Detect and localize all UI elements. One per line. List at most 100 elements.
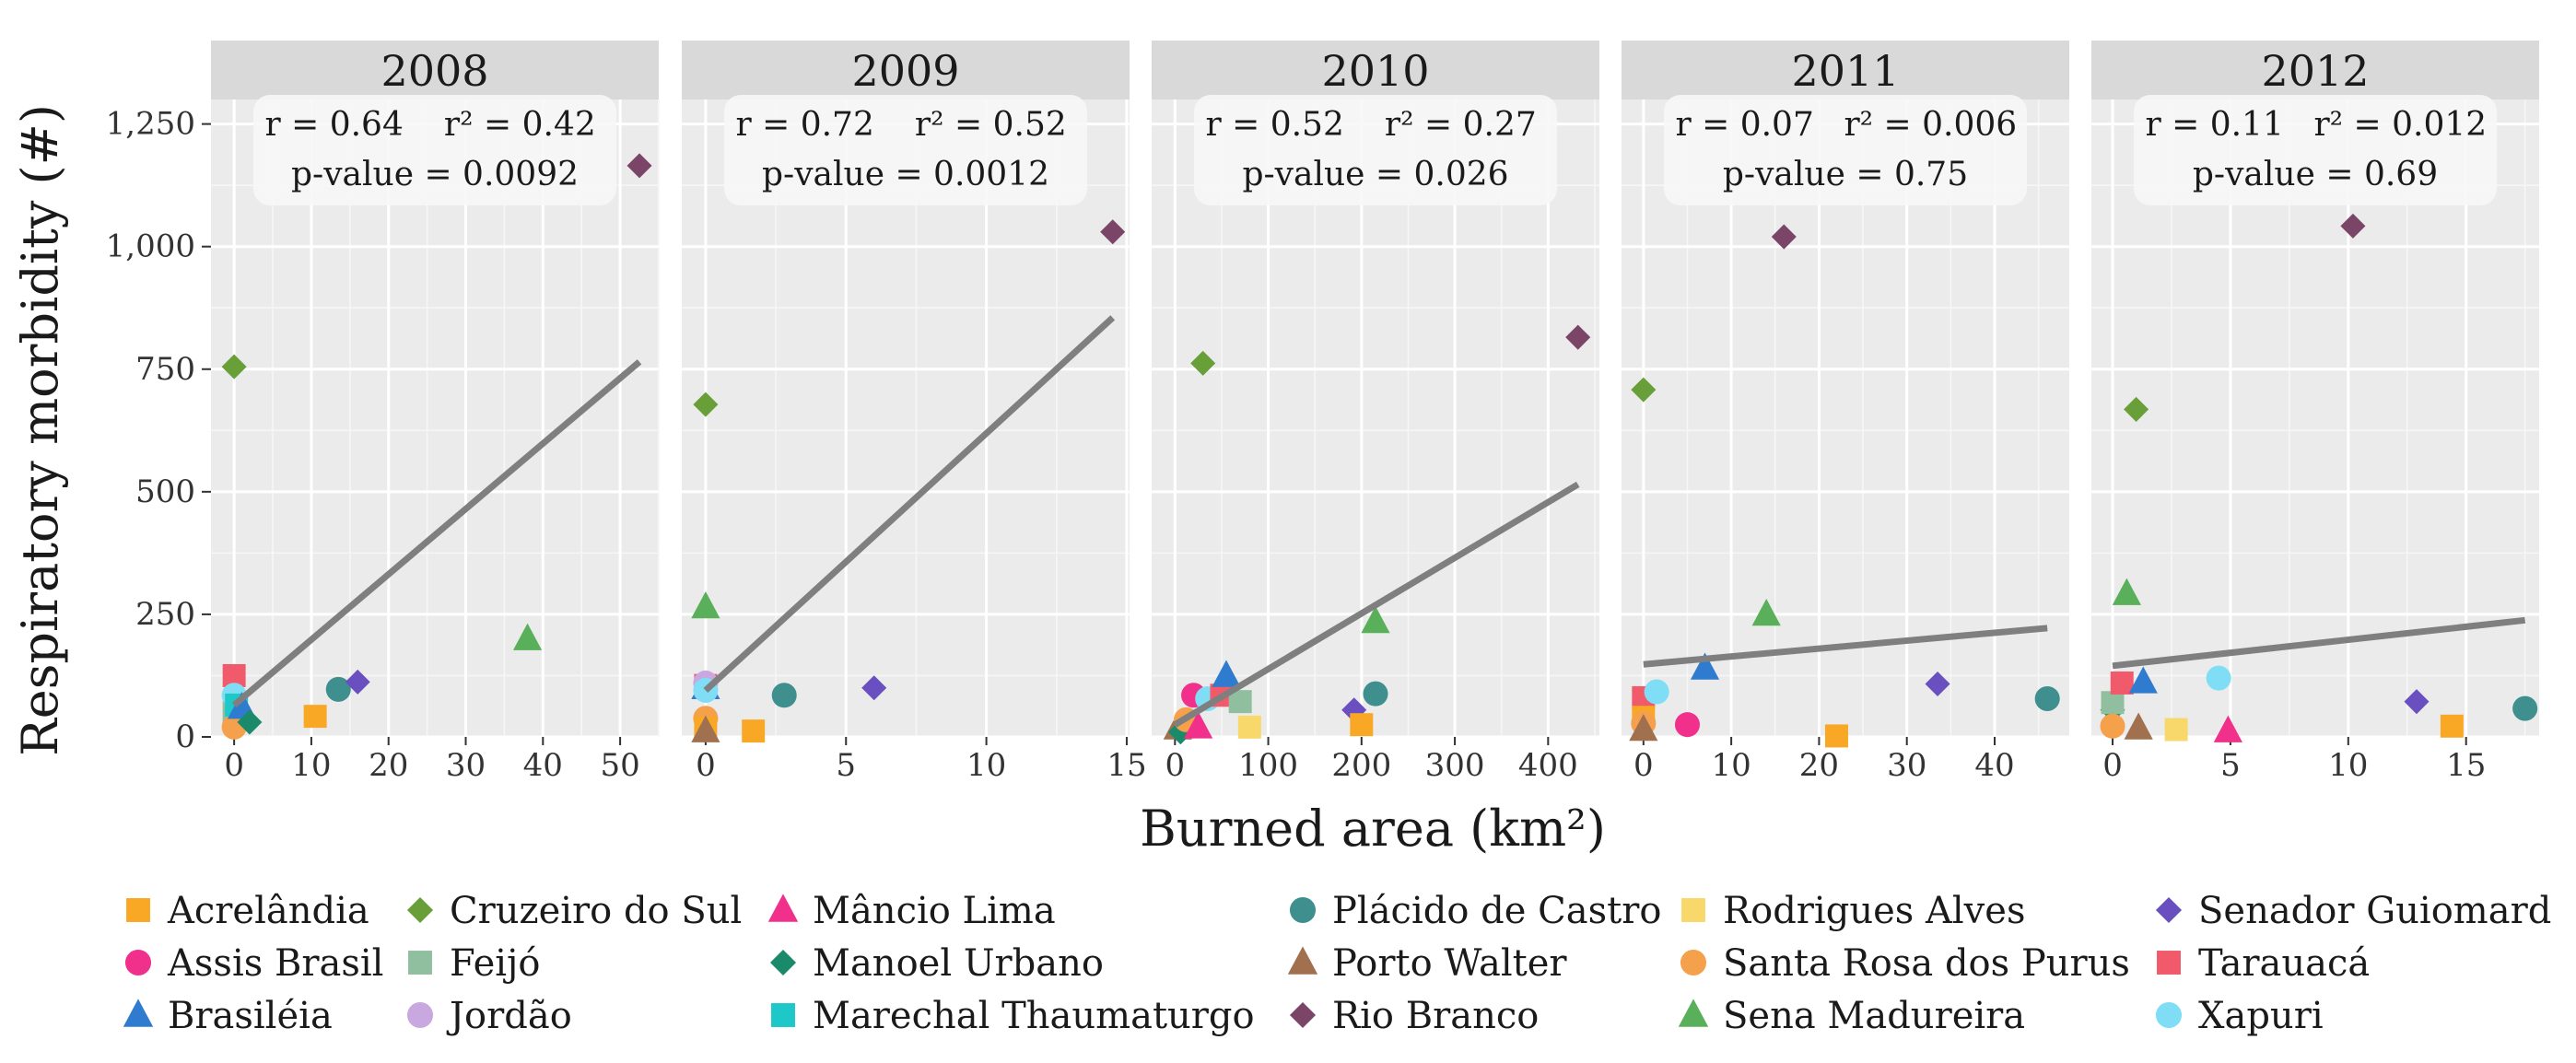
legend-item: Manoel Urbano (769, 942, 1104, 985)
x-tick-label: 300 (1425, 747, 1485, 784)
legend-label: Santa Rosa dos Purus (1723, 942, 2130, 985)
regression-line (2112, 616, 2526, 670)
x-tick-label: 20 (1799, 747, 1839, 784)
legend-key (1678, 999, 1709, 1027)
x-tick-label: 50 (600, 747, 639, 784)
data-point (1771, 224, 1797, 250)
data-point (861, 675, 887, 701)
data-point (691, 591, 720, 619)
data-point (1690, 652, 1720, 680)
r-squared-value: r² = 0.006 (1844, 106, 2017, 144)
x-tick-label: 5 (2220, 747, 2241, 784)
y-axis: 0 250 500 750 1,000 1,250 (106, 106, 211, 755)
legend: Acrelândia Assis Brasil Brasiléia Cruzeiro … (123, 890, 2551, 1037)
x-tick-label: 15 (2446, 747, 2486, 784)
p-value: p-value = 0.026 (1242, 156, 1508, 193)
data-point (1674, 712, 1700, 738)
r-value: r = 0.64 (264, 106, 403, 144)
data-point (771, 683, 797, 708)
data-point (303, 705, 327, 729)
panel-title: 2010 (1321, 46, 1429, 96)
stats-box (724, 95, 1087, 205)
legend-key (767, 894, 799, 922)
r-value: r = 0.52 (1205, 106, 1343, 144)
legend-label: Xapuri (2198, 995, 2324, 1037)
y-tick-label: 1,250 (106, 106, 195, 143)
x-axis-title: Burned area (km²) (1140, 800, 1606, 858)
data-point (512, 623, 543, 650)
regression-line (1173, 481, 1580, 728)
data-point (1631, 377, 1657, 403)
legend-key (769, 949, 797, 976)
panel-strip (682, 41, 1130, 99)
stats-box (253, 95, 616, 205)
p-value: p-value = 0.75 (1723, 156, 1968, 193)
data-point (2124, 712, 2153, 740)
panel-2009: 2009 0 5 10 15 r = 0.72 r² = 0.52 p-value = 0.0… (682, 41, 1147, 784)
legend-key (771, 1003, 795, 1027)
legend-label: Acrelândia (167, 890, 369, 932)
x-tick-label: 5 (836, 747, 856, 784)
x-tick-label: 40 (523, 747, 563, 784)
legend-key (1287, 946, 1318, 975)
x-tick-label: 0 (1165, 747, 1185, 784)
data-point (1212, 660, 1241, 687)
r-value: r = 0.72 (735, 106, 873, 144)
data-point (1361, 605, 1390, 634)
x-tick-label: 0 (2102, 747, 2123, 784)
r-squared-value: r² = 0.52 (915, 106, 1067, 144)
r-squared-value: r² = 0.012 (2313, 106, 2487, 144)
legend-item: Cruzeiro do Sul (406, 890, 742, 932)
panel-title: 2012 (2261, 46, 2369, 96)
data-point (691, 715, 720, 742)
legend-label: Mâncio Lima (813, 890, 1056, 932)
data-point (1184, 711, 1213, 739)
x-tick-label: 10 (1711, 747, 1751, 784)
panel-title: 2011 (1791, 46, 1899, 96)
legend-label: Senador Guiomard (2198, 890, 2551, 932)
data-point (2110, 671, 2134, 695)
data-point (325, 676, 351, 702)
panel-background (682, 99, 1130, 737)
data-point (2512, 695, 2538, 721)
x-tick-label: 10 (2328, 747, 2368, 784)
r-value: r = 0.07 (1675, 106, 1813, 144)
x-tick-label: 0 (1633, 747, 1654, 784)
data-point (1363, 681, 1388, 707)
data-point (1237, 715, 1261, 739)
x-tick-label: 100 (1238, 747, 1298, 784)
data-point (2112, 578, 2141, 605)
x-tick-label: 40 (1974, 747, 2014, 784)
y-axis-title: Respiratory morbidity (#) (11, 104, 69, 756)
data-point (2404, 689, 2430, 715)
data-point (1925, 671, 1950, 697)
legend-label: Assis Brasil (167, 942, 383, 985)
data-point (2101, 691, 2125, 715)
legend-key (123, 999, 154, 1027)
legend-key (126, 898, 150, 922)
data-point (2206, 665, 2231, 691)
r-value: r = 0.11 (2145, 106, 2283, 144)
legend-label: Jordão (446, 995, 572, 1037)
data-point (2100, 713, 2125, 739)
panel-background (2091, 99, 2539, 737)
legend-label: Sena Madureira (1723, 995, 2025, 1037)
panel-background (211, 99, 659, 737)
legend-item: Assis Brasil (124, 942, 383, 985)
legend-key (2157, 951, 2181, 975)
data-point (1100, 219, 1126, 245)
legend-label: Brasiléia (168, 995, 333, 1037)
x-tick-label: 15 (1107, 747, 1146, 784)
panel-title: 2009 (851, 46, 959, 96)
x-tick-label: 10 (291, 747, 331, 784)
legend-item: Xapuri (2155, 995, 2324, 1037)
x-tick-label: 30 (446, 747, 486, 784)
data-point (2124, 396, 2149, 422)
legend-key (2155, 896, 2183, 924)
legend-key (1680, 949, 1707, 976)
x-tick-label: 200 (1331, 747, 1391, 784)
legend-label: Manoel Urbano (813, 942, 1104, 985)
legend-item: Mâncio Lima (767, 890, 1056, 932)
p-value: p-value = 0.69 (2193, 156, 2438, 193)
